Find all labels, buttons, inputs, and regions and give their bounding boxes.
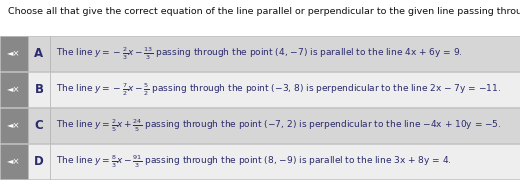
Bar [28,108,50,143]
Text: A: A [34,47,44,60]
Bar [28,36,50,71]
Bar [50,36,520,71]
Text: Choose all that give the correct equation of the line parallel or perpendicular : Choose all that give the correct equatio… [8,7,520,16]
Bar [28,72,50,107]
Bar [50,72,520,107]
Text: The line $y = \frac{2}{5}x +\frac{24}{5}$ passing through the point (−7, 2) is p: The line $y = \frac{2}{5}x +\frac{24}{5}… [56,117,502,134]
Text: The line $y = -\frac{7}{2}x -\frac{5}{2}$ passing through the point (−3, 8) is p: The line $y = -\frac{7}{2}x -\frac{5}{2}… [56,81,501,98]
Bar [0,36,28,71]
Text: ◄×: ◄× [7,157,21,166]
Bar [50,144,520,179]
Text: D: D [34,155,44,168]
Text: ◄×: ◄× [7,121,21,130]
Text: ◄×: ◄× [7,49,21,58]
Text: C: C [35,119,43,132]
Bar [0,144,28,179]
Text: B: B [34,83,44,96]
Bar [0,108,28,143]
Text: The line $y = -\frac{2}{3}x -\frac{13}{3}$ passing through the point (4, −7) is : The line $y = -\frac{2}{3}x -\frac{13}{3… [56,45,463,62]
Bar [50,108,520,143]
Bar [0,72,28,107]
Text: The line $y = \frac{8}{3}x -\frac{91}{3}$ passing through the point (8, −9) is p: The line $y = \frac{8}{3}x -\frac{91}{3}… [56,153,452,170]
Text: ◄×: ◄× [7,85,21,94]
Bar [28,144,50,179]
